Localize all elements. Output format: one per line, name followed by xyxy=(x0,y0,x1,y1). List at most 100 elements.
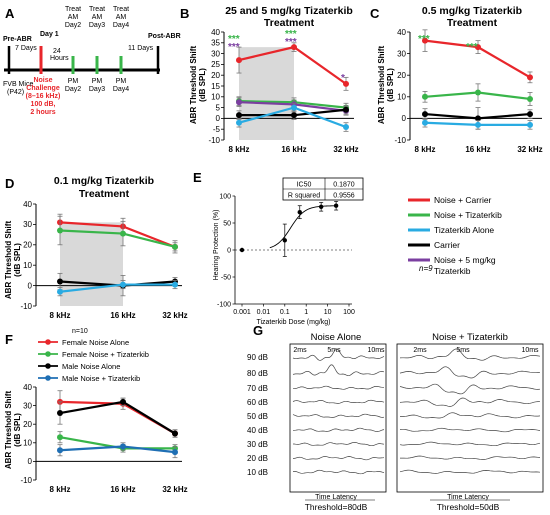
x-tick-label: 8 kHz xyxy=(50,485,71,494)
panel-e-label: E xyxy=(193,170,202,185)
g-db-labels: 90 dB 80 dB 70 dB 60 dB 50 dB 40 dB 30 dB 20 dB… xyxy=(247,353,268,477)
g-db-label: 20 dB xyxy=(247,454,268,463)
hours-label: Hours xyxy=(50,55,69,62)
e-x-tick-label: 1 xyxy=(304,309,308,316)
data-point xyxy=(291,44,297,51)
y-tick-label: 20 xyxy=(23,241,32,250)
e-y-tick-label: -100 xyxy=(217,302,231,309)
treat-am-line: AM xyxy=(116,14,127,21)
y-tick-label: 10 xyxy=(211,93,220,102)
g-time-tick-label: 5ms xyxy=(456,347,470,354)
data-point xyxy=(172,243,178,250)
data-point xyxy=(422,111,428,118)
treat-am-line: Day4 xyxy=(113,22,129,29)
y-tick-label: 40 xyxy=(23,200,32,209)
y-tick-label: -10 xyxy=(20,476,32,485)
data-point xyxy=(236,119,242,126)
legend-f-label: Male Noise + Tizaterkib xyxy=(62,374,140,383)
y-tick-label: 35 xyxy=(211,39,220,48)
treat-am-line: Treat xyxy=(89,6,105,13)
panel-c-ylabel-2: (dB SPL) xyxy=(386,68,395,102)
data-point xyxy=(475,44,481,51)
panel-c-plot: -10 0 10 20 30 40 8 kHz 16 kHz 32 kHz xyxy=(394,28,542,154)
abr-trace xyxy=(292,413,385,418)
ic50-label: IC50 xyxy=(297,182,312,189)
data-point xyxy=(527,111,533,118)
legend-label: Tizaterkib Alone xyxy=(434,225,494,235)
treat-pm-line: Day4 xyxy=(113,86,129,93)
panel-c-title-1: 0.5 mg/kg Tizaterkib xyxy=(422,5,522,17)
panel-d-plot: -10 0 10 20 30 40 8 kHz 16 kHz 32 kHz xyxy=(20,200,187,320)
ic50-table: IC50 0.1870 R squared 0.9556 xyxy=(282,177,364,201)
panel-c: C 0.5 mg/kg Tizaterkib Treatment ABR Thr… xyxy=(370,5,543,154)
data-point xyxy=(475,89,481,96)
panel-f-ylabel-1: ABR Threshold Shift xyxy=(4,391,13,470)
data-point xyxy=(120,281,126,288)
data-point xyxy=(527,95,533,102)
y-tick-label: 0 xyxy=(402,114,407,123)
g-time-tick-label: 2ms xyxy=(293,347,307,354)
data-point xyxy=(291,104,297,111)
abr-trace xyxy=(399,366,541,379)
g-db-label: 80 dB xyxy=(247,369,268,378)
panel-f-label: F xyxy=(5,332,13,347)
hours24-label: 24 xyxy=(53,48,61,55)
panel-b-ylabel-2: (dB SPL) xyxy=(198,68,207,102)
eleven-days-label: 11 Days xyxy=(128,45,154,52)
data-point xyxy=(57,288,63,295)
noise-line: Challenge xyxy=(26,85,60,92)
abr-trace xyxy=(292,456,385,461)
g-right-threshold: Threshold=50dB xyxy=(437,502,500,512)
y-tick-label: 30 xyxy=(23,220,32,229)
panel-c-ylabel-1: ABR Threshold Shift xyxy=(377,46,386,125)
panel-a: A Pre-ABR 7 Days Day 1 24 Hours TreatAMD… xyxy=(3,6,181,116)
x-tick-label: 8 kHz xyxy=(50,311,71,320)
data-point xyxy=(236,57,242,64)
y-tick-label: 30 xyxy=(397,49,406,58)
e-data-point xyxy=(333,203,339,208)
data-point xyxy=(120,398,126,405)
panel-f: F n=10 Female Noise Alone Female Noise + … xyxy=(4,328,188,494)
legend-f-marker xyxy=(45,351,51,357)
panel-c-label: C xyxy=(370,6,380,21)
g-time-tick-label: 10ms xyxy=(521,347,539,354)
treat-pm-line: PM xyxy=(92,78,103,85)
y-tick-label: 30 xyxy=(23,401,32,410)
y-tick-label: 20 xyxy=(211,71,220,80)
e-y-tick-label: 0 xyxy=(227,248,231,255)
x-tick-label: 16 kHz xyxy=(110,485,135,494)
treat-pm-line: Day3 xyxy=(89,86,105,93)
noise-line: Noise xyxy=(33,77,52,84)
g-right-time-label: Time Latency xyxy=(447,494,489,501)
y-tick-label: 0 xyxy=(28,281,33,290)
data-point xyxy=(57,434,63,441)
g-db-label: 30 dB xyxy=(247,440,268,449)
abr-trace xyxy=(399,412,541,419)
shaded-noise-band xyxy=(60,222,123,306)
panel-b-title-1: 25 and 5 mg/kg Tizaterkib xyxy=(225,5,353,17)
data-point xyxy=(57,278,63,285)
series-line xyxy=(59,400,176,435)
sig-b-16k-green: *** xyxy=(285,29,297,40)
rsq-label: R squared xyxy=(288,193,320,200)
e-x-tick-label: 0.01 xyxy=(257,309,271,316)
abr-trace xyxy=(292,348,385,361)
n9-label: n=9 xyxy=(419,264,433,273)
g-time-tick-label: 2ms xyxy=(413,347,427,354)
abr-trace xyxy=(400,455,541,460)
data-point xyxy=(475,121,481,128)
noise-line: 2 hours xyxy=(30,109,55,116)
g-db-label: 90 dB xyxy=(247,353,268,362)
x-tick-label: 32 kHz xyxy=(162,485,187,494)
legend-f-marker xyxy=(45,339,51,345)
treat-pm-line: PM xyxy=(116,78,127,85)
data-point xyxy=(57,410,63,417)
e-y-tick-label: 100 xyxy=(219,194,231,201)
e-data-point xyxy=(318,204,324,209)
g-left-time-label: Time Latency xyxy=(315,494,357,501)
noise-line: 100 dB, xyxy=(31,101,56,108)
y-tick-label: -10 xyxy=(208,136,220,145)
